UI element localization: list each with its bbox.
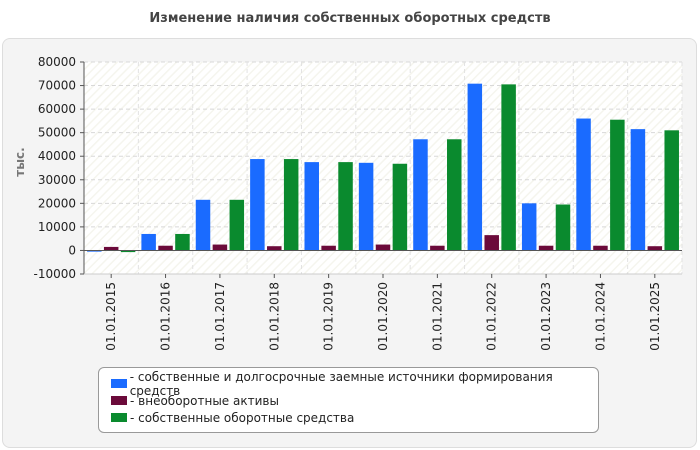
bar-series-2-cat-7: [501, 84, 516, 251]
bar-series-1-cat-0: [103, 246, 119, 251]
bar-series-1-cat-7: [484, 235, 499, 251]
bar-series-1-cat-3: [267, 246, 282, 251]
y-tick-labels: -10000 0 10000 20000 30000 40000 50000 60000 700…: [33, 55, 76, 281]
y-tick-label: 0: [68, 243, 76, 257]
legend-label: - внеоборотные активы: [130, 393, 279, 408]
bar-series-0-cat-0: [87, 250, 102, 252]
x-tick-labels: 01.01.2015 01.01.2016 01.01.2017 01.01.2018…: [104, 274, 662, 351]
x-tick-label: 01.01.2016: [159, 282, 173, 351]
legend-item: - собственные и долгосрочные заемные ист…: [111, 370, 598, 398]
bar-series-0-cat-10: [630, 129, 646, 251]
x-tick-label: 01.01.2017: [213, 282, 227, 351]
x-tick-label: 01.01.2018: [267, 282, 281, 351]
y-tick-label: -10000: [33, 267, 76, 281]
y-tick-label: 50000: [38, 126, 76, 140]
bar-series-1-cat-8: [538, 245, 554, 251]
x-tick-label: 01.01.2020: [376, 282, 390, 351]
bar-series-1-cat-5: [375, 244, 391, 251]
legend-swatch: [111, 413, 127, 422]
bar-series-0-cat-1: [141, 233, 156, 251]
bar-series-2-cat-5: [392, 163, 408, 251]
bar-series-2-cat-3: [283, 159, 299, 251]
y-tick-label: 60000: [38, 102, 76, 116]
y-axis-label: тыс.: [13, 147, 27, 176]
bar-series-1-cat-1: [158, 245, 173, 251]
y-tick-label: 40000: [38, 149, 76, 163]
chart-title: Изменение наличия собственных оборотных …: [149, 11, 551, 26]
bar-series-2-cat-10: [664, 130, 679, 251]
bar-series-1-cat-10: [647, 246, 663, 251]
bar-series-2-cat-6: [447, 139, 462, 251]
bar-series-1-cat-4: [321, 245, 336, 251]
legend-item: - внеоборотные активы: [111, 392, 598, 409]
bar-series-0-cat-4: [304, 162, 319, 251]
bar-series-0-cat-5: [358, 162, 374, 251]
x-tick-label: 01.01.2021: [430, 282, 444, 351]
bar-series-1-cat-9: [593, 245, 608, 251]
y-tick-label: 80000: [38, 55, 76, 69]
legend-label: - собственные оборотные средства: [130, 410, 355, 425]
y-tick-label: 20000: [38, 196, 76, 210]
bar-series-2-cat-2: [229, 199, 245, 251]
x-tick-label: 01.01.2015: [104, 282, 118, 351]
bars: [87, 83, 679, 253]
x-tick-label: 01.01.2025: [648, 282, 662, 351]
x-tick-label: 01.01.2019: [322, 282, 336, 351]
x-tick-label: 01.01.2024: [593, 282, 607, 351]
x-tick-label: 01.01.2022: [485, 282, 499, 351]
legend: - собственные и долгосрочные заемные ист…: [98, 367, 599, 433]
legend-swatch: [111, 396, 127, 405]
bar-series-0-cat-2: [195, 199, 211, 251]
plot-area: [84, 62, 682, 274]
y-tick-label: 10000: [38, 220, 76, 234]
legend-item: - собственные оборотные средства: [111, 409, 598, 426]
bar-series-0-cat-9: [576, 118, 591, 251]
y-tick-label: 70000: [38, 79, 76, 93]
bar-series-0-cat-3: [250, 159, 265, 251]
y-tick-label: 30000: [38, 173, 76, 187]
bar-series-0-cat-8: [521, 203, 537, 251]
bar-series-0-cat-7: [467, 83, 483, 251]
bar-series-0-cat-6: [413, 139, 428, 251]
x-tick-label: 01.01.2023: [539, 282, 553, 351]
bar-series-2-cat-1: [175, 233, 190, 251]
bar-series-2-cat-4: [338, 162, 353, 251]
bar-series-1-cat-6: [430, 245, 445, 251]
bar-series-1-cat-2: [212, 244, 228, 251]
legend-swatch: [111, 379, 127, 388]
bar-series-2-cat-0: [120, 250, 136, 253]
legend-label: - собственные и долгосрочные заемные ист…: [129, 369, 553, 398]
bar-series-2-cat-9: [610, 119, 625, 251]
bar-series-2-cat-8: [555, 204, 571, 251]
